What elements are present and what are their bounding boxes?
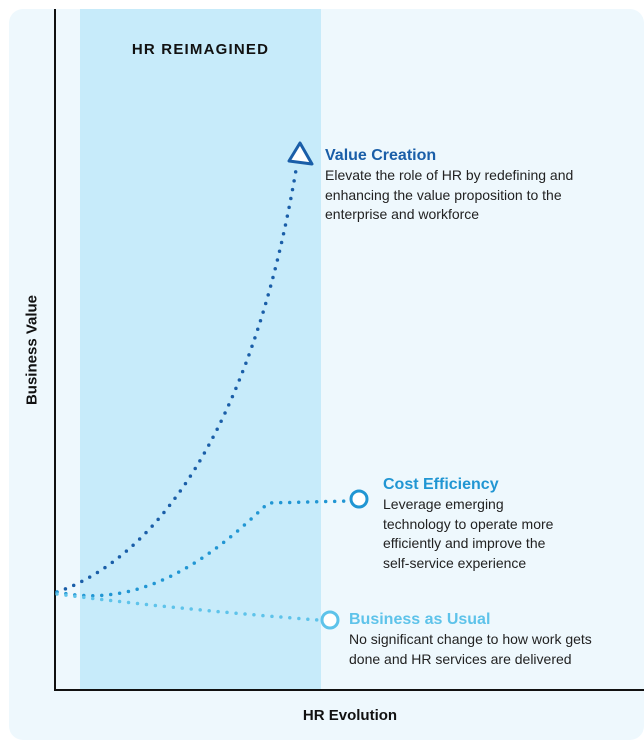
x-axis-label: HR Evolution: [302, 707, 398, 724]
x-axis-line: [54, 689, 644, 691]
band-title: HR REIMAGINED: [131, 41, 270, 58]
value-creation-curve: [55, 168, 298, 594]
circle-icon: [320, 610, 340, 630]
triangle-icon: [287, 141, 314, 166]
business-as-usual-title: Business as Usual: [349, 611, 491, 628]
circle-icon: [349, 489, 369, 509]
value-creation-annotation: Value Creation Elevate the role of HR by…: [325, 146, 573, 225]
value-creation-description: Elevate the role of HR by redefining and…: [325, 167, 574, 222]
value-creation-title: Value Creation: [325, 147, 437, 164]
cost-efficiency-annotation: Cost Efficiency Leverage emerging techno…: [383, 475, 553, 573]
business-as-usual-curve: [55, 592, 320, 622]
business-as-usual-annotation: Business as Usual No significant change …: [349, 610, 592, 669]
hr-reimagined-band: [80, 9, 321, 691]
cost-efficiency-title: Cost Efficiency: [383, 476, 499, 493]
cost-efficiency-description: Leverage emerging technology to operate …: [383, 496, 554, 571]
business-as-usual-description: No significant change to how work gets d…: [349, 631, 592, 667]
cost-efficiency-curve: [55, 499, 350, 598]
y-axis-line: [54, 9, 56, 691]
